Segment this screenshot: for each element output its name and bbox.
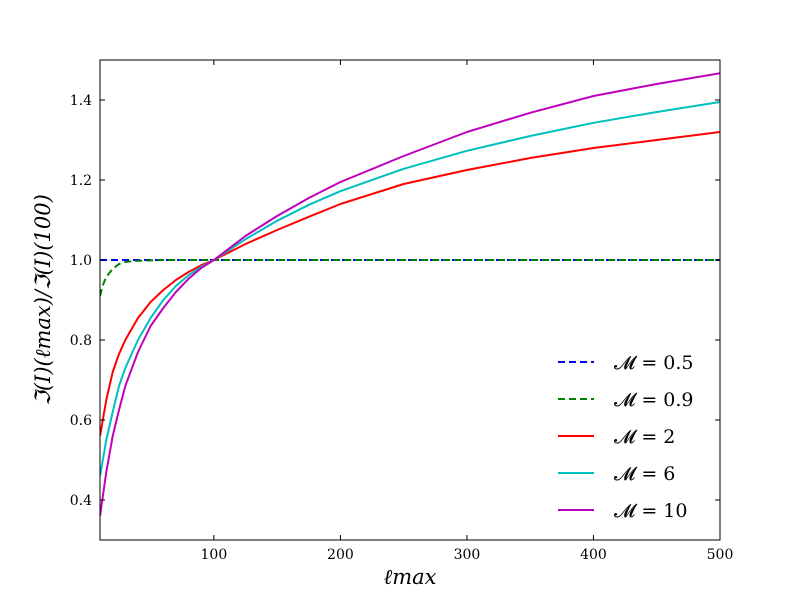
series-line-4: [100, 72, 720, 517]
x-tick-label: 200: [327, 547, 354, 563]
legend-label-0: 𝓜 = 0.5: [614, 352, 694, 374]
y-tick-label: 1.0: [70, 253, 92, 269]
x-tick-label: 300: [454, 547, 481, 563]
y-axis-label: ℑ(I)(ℓmax)/ℑ(I)(100): [31, 194, 55, 406]
legend-label-1: 𝓜 = 0.9: [614, 389, 694, 411]
legend: 𝓜 = 0.5 𝓜 = 0.9 𝓜 = 2 𝓜 = 6 𝓜 = 10: [558, 352, 694, 522]
y-tick-label: 1.4: [70, 93, 92, 109]
legend-label-3: 𝓜 = 6: [614, 463, 675, 485]
x-tick-label: 400: [580, 547, 607, 563]
y-tick-label: 0.8: [70, 333, 92, 349]
x-tick-label: 500: [707, 547, 734, 563]
x-axis-label: ℓmax: [383, 565, 436, 589]
y-tick-label: 0.6: [70, 413, 92, 429]
legend-label-2: 𝓜 = 2: [614, 426, 675, 448]
legend-label-4: 𝓜 = 10: [614, 500, 687, 522]
series-layer: [100, 72, 720, 517]
plot-frame: [99, 59, 721, 541]
y-tick-label: 1.2: [70, 173, 92, 189]
y-tick-label: 0.4: [70, 493, 92, 509]
x-tick-label: 100: [201, 547, 228, 563]
series-line-1: [100, 259, 720, 297]
tick-layer: 100 200 300 400 500 0.4 0.6 0.8 1.0 1.2 1.4: [70, 60, 734, 563]
